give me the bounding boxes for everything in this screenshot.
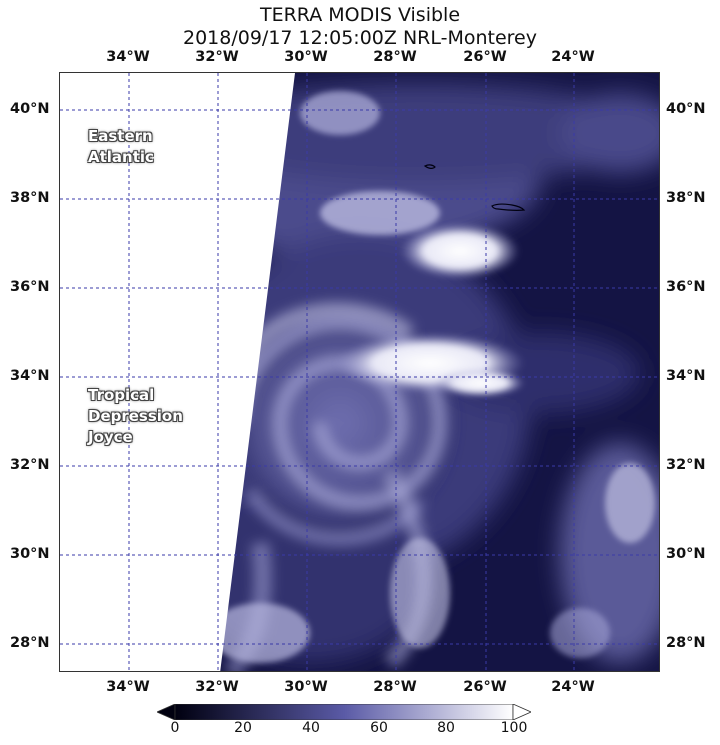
no-data-swath [60,73,295,671]
lon-label-bottom: 34°W [106,679,150,695]
colorbar-tick-label: 40 [302,720,320,736]
lon-label-bottom: 24°W [551,679,595,695]
lat-label-left: 32°N [10,457,50,473]
region-label-line: Eastern [88,127,153,145]
lon-label-top: 28°W [373,49,417,65]
region-label-eastern-atlantic: Eastern Atlantic [88,126,154,168]
colorbar-gradient [174,704,514,720]
lon-label-bottom: 30°W [284,679,328,695]
region-label-line: Tropical [88,386,155,404]
region-label-line: Depression [88,407,183,425]
title-line-1: TERRA MODIS Visible [259,4,461,26]
lat-label-right: 36°N [666,279,706,295]
lat-label-left: 30°N [10,546,50,562]
colorbar-tick-label: 80 [437,720,455,736]
lat-label-left: 34°N [10,368,50,384]
satellite-map: Eastern Atlantic Tropical Depression Joy… [59,72,660,672]
satellite-imagery [60,73,659,671]
lon-label-top: 30°W [284,49,328,65]
colorbar-tick-label: 20 [234,720,252,736]
lon-label-top: 26°W [463,49,507,65]
lon-label-bottom: 28°W [373,679,417,695]
lat-label-right: 28°N [666,635,706,651]
lat-label-right: 32°N [666,457,706,473]
lon-label-top: 34°W [106,49,150,65]
lat-label-left: 40°N [10,101,50,117]
colorbar-tick-label: 100 [500,720,528,736]
lat-label-right: 34°N [666,368,706,384]
colorbar-tick-label: 60 [370,720,388,736]
region-label-line: Atlantic [88,148,154,166]
colorbar-tick-label: 0 [170,720,180,736]
region-label-tropical-depression-joyce: Tropical Depression Joyce [88,385,183,448]
bright-clouds [210,91,655,663]
lon-label-bottom: 32°W [195,679,239,695]
gridlines [60,73,659,671]
lat-label-left: 38°N [10,190,50,206]
title-line-2: 2018/09/17 12:05:00Z NRL-Monterey [183,27,537,49]
lat-label-right: 30°N [666,546,706,562]
region-label-line: Joyce [88,428,133,446]
lat-label-right: 38°N [666,190,706,206]
colorbar [157,704,531,720]
lat-label-right: 40°N [666,101,706,117]
colorbar-max-arrow [512,704,531,720]
lat-label-left: 36°N [10,279,50,295]
lon-label-top: 32°W [195,49,239,65]
lon-label-top: 24°W [551,49,595,65]
lat-label-left: 28°N [10,635,50,651]
colorbar-min-arrow [157,704,176,720]
lon-label-bottom: 26°W [463,679,507,695]
